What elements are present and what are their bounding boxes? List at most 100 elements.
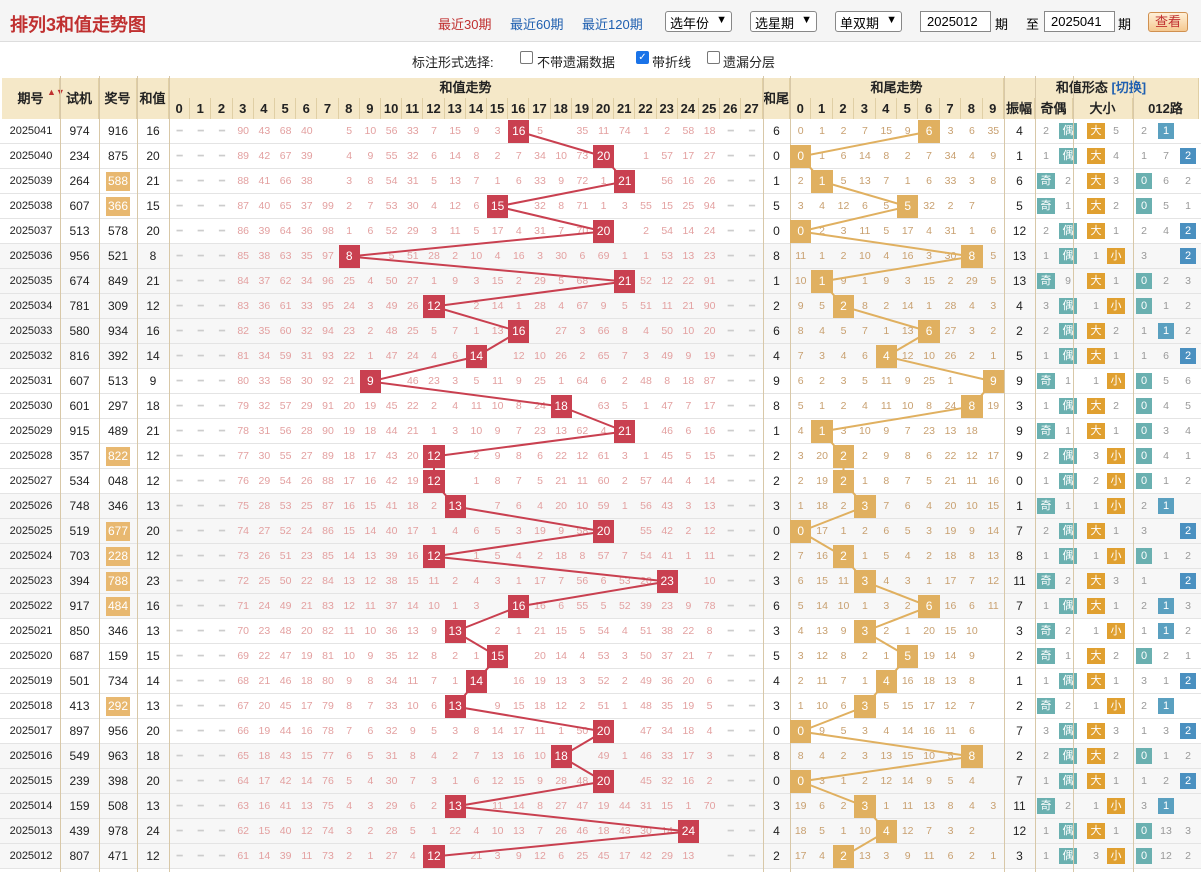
sum-dash: ━ [727, 726, 734, 737]
sum-missing: 14 [364, 525, 377, 537]
sum-missing: 77 [322, 750, 334, 762]
table-row [0, 594, 1201, 619]
sum-dash: ━ [197, 751, 204, 762]
tail-missing: 3 [968, 175, 975, 187]
recent-60-link[interactable]: 最近60期 [510, 17, 564, 32]
issue-cell: 2025031 [9, 375, 53, 387]
tail-missing: 12 [901, 825, 914, 837]
road-badge: 0 [1136, 373, 1152, 389]
tail-missing: 2 [968, 850, 975, 862]
sum-dash: ━ [748, 301, 755, 312]
parity-select[interactable]: 单双期 ▼ [835, 11, 902, 32]
sum-missing: 2 [452, 575, 459, 587]
sum-missing: 8 [367, 175, 374, 187]
polyline-checkbox[interactable]: ✓ [636, 51, 649, 64]
tail-missing: 1 [883, 800, 890, 812]
sum-missing: 19 [534, 525, 546, 537]
trial-cell: 159 [69, 799, 90, 813]
sum-missing: 55 [640, 525, 652, 537]
sum-missing: 3 [452, 725, 459, 737]
sum-missing: 22 [258, 650, 271, 662]
sum-missing: 66 [279, 175, 292, 187]
sum-missing: 33 [406, 125, 419, 137]
sum-dash: ━ [218, 151, 225, 162]
weekday-select[interactable]: 选星期 ▼ [750, 11, 817, 32]
tail-ball: 3 [854, 495, 876, 518]
issue-cell: 2025026 [9, 500, 53, 512]
sum-missing: 57 [279, 400, 292, 412]
sum-missing: 36 [300, 225, 313, 237]
query-button[interactable]: 查看 [1148, 12, 1188, 32]
sum-dash: ━ [176, 451, 183, 462]
odd-even-badge: 奇 [1037, 423, 1055, 439]
trial-cell: 234 [69, 149, 90, 163]
sum-missing: 54 [279, 475, 292, 487]
year-select[interactable]: 选年份 ▼ [665, 11, 732, 32]
sum-ball: 13 [444, 495, 466, 518]
trial-cell: 703 [69, 549, 90, 563]
switch-link[interactable]: [切换] [1107, 80, 1147, 95]
amplitude-cell: 5 [1016, 199, 1023, 213]
tail-missing: 27 [944, 325, 957, 337]
sum-dash: ━ [727, 626, 734, 637]
sum-missing: 82 [237, 325, 250, 337]
sum-missing: 4 [346, 800, 353, 812]
road-missing: 12 [1160, 850, 1172, 862]
sum-dash: ━ [218, 551, 225, 562]
tail-missing: 7 [883, 175, 890, 187]
sum-missing: 10 [555, 150, 568, 162]
no-missing-checkbox[interactable] [520, 51, 533, 64]
tail-missing: 28 [944, 300, 957, 312]
sum-dash: ━ [218, 226, 225, 237]
tail-cell: 0 [773, 149, 780, 163]
award-cell: 489 [107, 424, 129, 438]
tail-missing: 8 [904, 450, 911, 462]
award-cell: 588 [106, 172, 130, 191]
sum-missing: 15 [258, 825, 271, 837]
sum-ball: 8 [338, 245, 360, 268]
odd-even-missing: 1 [1043, 850, 1049, 862]
sum-missing: 10 [428, 600, 440, 612]
sum-dash: ━ [176, 501, 183, 512]
to-issue-input[interactable]: 2025041 [1044, 11, 1115, 32]
sum-missing: 17 [343, 475, 356, 487]
table-row [0, 419, 1201, 444]
big-small-missing: 1 [1093, 800, 1099, 812]
sum-col-header: 15 [487, 98, 509, 120]
award-cell: 398 [107, 774, 129, 788]
row-divider [0, 868, 1201, 869]
from-issue-input[interactable]: 2025012 [920, 11, 991, 32]
sum-missing: 14 [555, 650, 568, 662]
sum-missing: 41 [385, 500, 398, 512]
tail-missing: 19 [987, 400, 1000, 412]
sum-missing: 34 [534, 150, 546, 162]
recent-30-link[interactable]: 最近30期 [438, 17, 492, 32]
sum-missing: 6 [515, 500, 522, 512]
sum-missing: 10 [576, 500, 589, 512]
award-cell: 309 [107, 299, 129, 313]
sum-missing: 13 [555, 425, 568, 437]
layered-checkbox[interactable] [707, 51, 720, 64]
odd-even-missing: 1 [1043, 825, 1049, 837]
sum-missing: 35 [661, 700, 674, 712]
sum-missing: 11 [428, 575, 440, 587]
tail-missing: 19 [794, 800, 807, 812]
amplitude-cell: 11 [1013, 799, 1026, 813]
sum-missing: 26 [300, 475, 313, 487]
recent-120-link[interactable]: 最近120期 [582, 17, 643, 32]
big-small-badge: 小 [1107, 698, 1125, 714]
sum-missing: 11 [364, 600, 376, 612]
column-divider [1073, 76, 1074, 872]
sum-missing: 8 [706, 625, 713, 637]
tail-missing: 1 [861, 550, 868, 562]
tail-missing: 5 [947, 750, 954, 762]
sum-missing: 69 [237, 650, 250, 662]
tail-missing: 7 [840, 675, 847, 687]
sum-missing: 16 [512, 675, 525, 687]
tail-missing: 3 [840, 225, 847, 237]
trial-cell: 897 [69, 724, 90, 738]
sum-missing: 94 [322, 325, 334, 337]
sum-missing: 1 [643, 150, 649, 162]
column-divider [1133, 76, 1134, 872]
tail-missing: 18 [944, 550, 957, 562]
